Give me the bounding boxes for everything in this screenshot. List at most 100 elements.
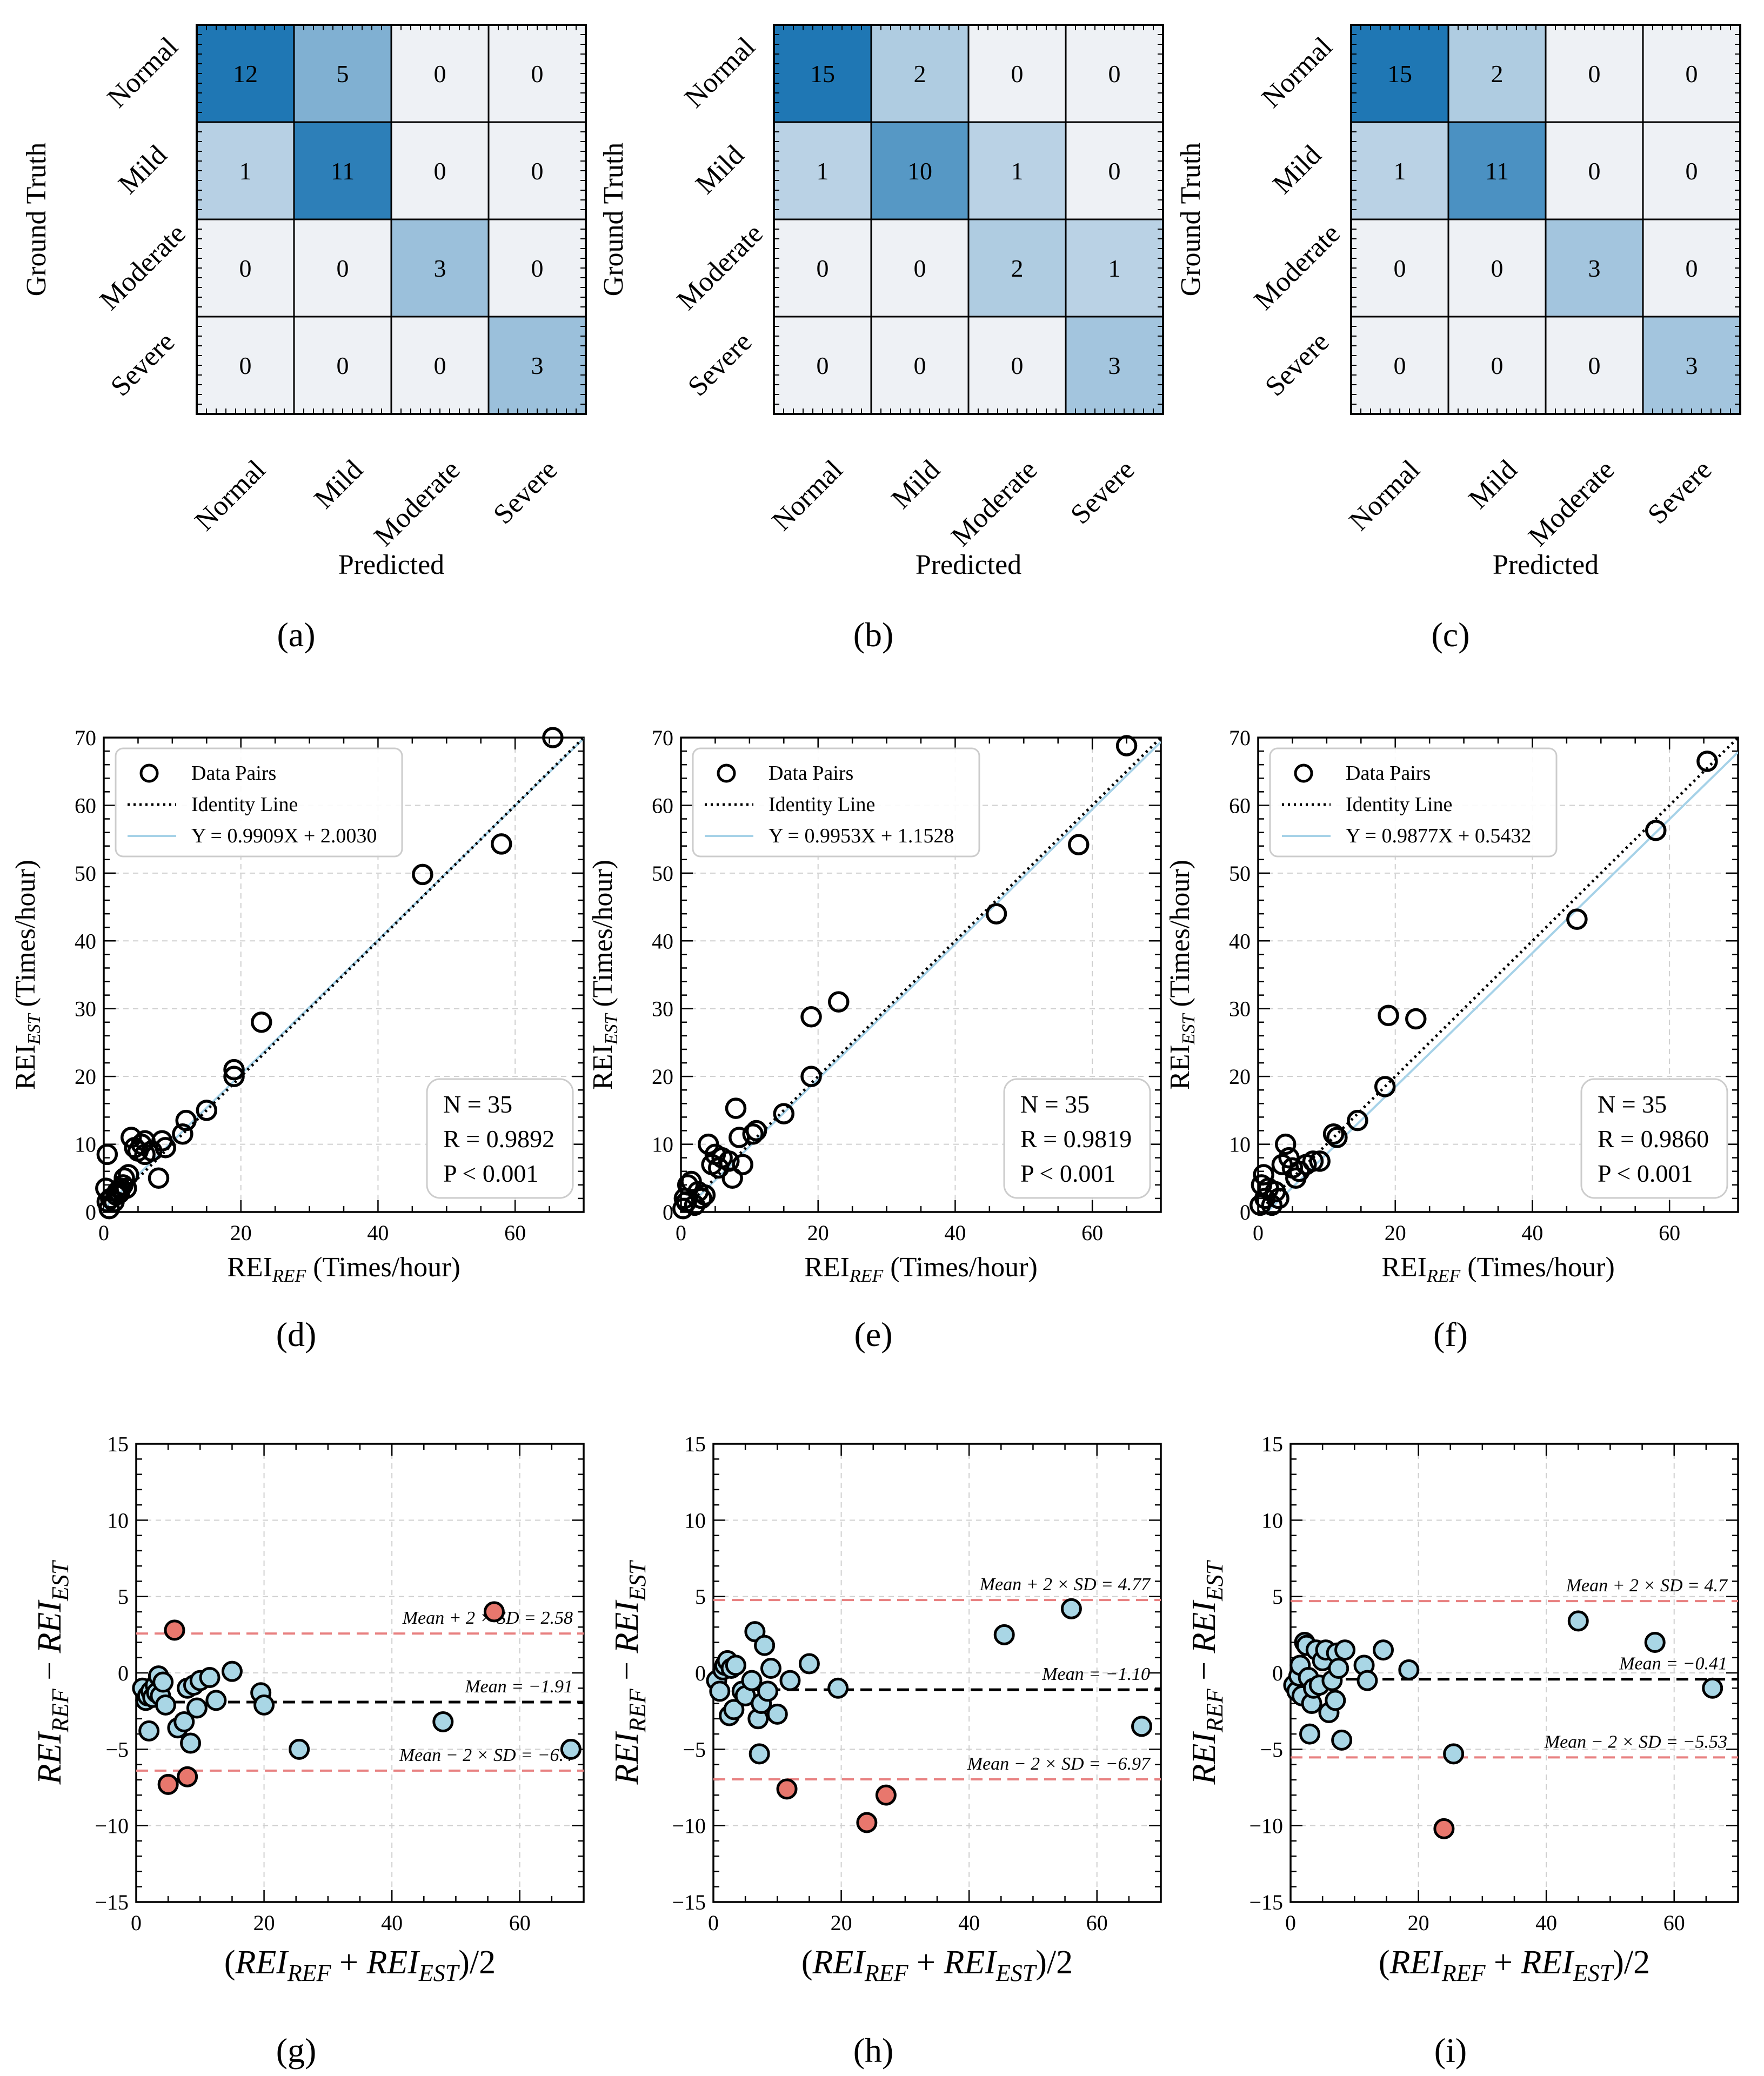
cm-cell-value: 5 <box>337 60 349 88</box>
data-point <box>223 1059 245 1081</box>
cm-col-label: Normal <box>766 454 849 537</box>
stats-text: N = 35 <box>1598 1090 1667 1118</box>
data-point <box>221 1660 243 1682</box>
data-point <box>1309 1150 1331 1172</box>
stats-text: P < 0.001 <box>1020 1160 1115 1187</box>
cm-cell <box>1545 121 1644 220</box>
cm-cell-value: 0 <box>337 352 349 379</box>
cm-cell-value: 0 <box>914 352 926 379</box>
data-point <box>175 1109 197 1131</box>
data-point <box>1373 1639 1394 1661</box>
x-tick-label: 60 <box>1081 1221 1103 1245</box>
upper-limit-label: Mean + 2 × SD = 4.7 <box>1566 1576 1728 1596</box>
panel-label: (g) <box>276 2031 317 2070</box>
cm-cell <box>487 218 587 318</box>
x-tick-label: 40 <box>381 1911 403 1935</box>
y-tick-label: 60 <box>652 793 673 818</box>
data-point <box>1068 834 1090 855</box>
y-tick-label: −5 <box>683 1737 706 1762</box>
confusion-matrix-b: 15 2 0 01 10 1 00 0 2 10 0 0 3NormalMildModerateSeve… <box>598 24 1164 580</box>
cm-cell-value: 1 <box>1011 157 1024 185</box>
cm-cell-value: 0 <box>1011 60 1024 88</box>
stats-text: R = 0.9819 <box>1020 1125 1132 1153</box>
cm-cell-value: 1 <box>1394 157 1406 185</box>
data-point <box>542 727 564 748</box>
cm-cell-value: 3 <box>1108 352 1121 379</box>
cm-cell-value: 0 <box>531 157 544 185</box>
cm-cell <box>773 24 872 123</box>
legend-box <box>1269 747 1558 858</box>
y-tick-label: 20 <box>652 1064 673 1089</box>
cm-cell-value: 0 <box>239 255 252 282</box>
y-tick-label: 10 <box>652 1133 673 1157</box>
legend-marker-points <box>717 764 736 783</box>
cm-cell-value: 0 <box>1394 255 1406 282</box>
y-tick-label: 20 <box>1229 1064 1251 1089</box>
y-tick-label: 0 <box>663 1200 673 1224</box>
cm-cell <box>1065 218 1164 318</box>
data-point <box>1288 1160 1310 1182</box>
cm-cell-value: 0 <box>434 60 446 88</box>
x-axis-label: (REIREF + REIEST)/2 <box>1379 1944 1650 1986</box>
y-tick-label: 10 <box>1261 1508 1283 1532</box>
y-tick-label: 40 <box>652 929 673 953</box>
panel-label: (e) <box>854 1315 892 1354</box>
cm-cell-value: 0 <box>1491 255 1504 282</box>
legend-label: Data Pairs <box>191 762 276 785</box>
cm-xlabel: Predicted <box>1493 550 1599 580</box>
stats-box <box>1580 1078 1728 1199</box>
cm-cell <box>1350 218 1449 318</box>
outlier-point <box>875 1784 897 1806</box>
cm-xlabel: Predicted <box>916 550 1021 580</box>
data-point <box>1644 1631 1666 1653</box>
panel-label: (b) <box>853 615 894 654</box>
data-point <box>1268 1188 1289 1209</box>
cm-xlabel: Predicted <box>338 550 444 580</box>
cm-cell <box>1065 316 1164 415</box>
data-point <box>691 1188 712 1209</box>
confusion-matrix-c: 15 2 0 01 11 0 00 0 3 00 0 0 3NormalMildModerateSeve… <box>1175 24 1741 580</box>
data-point <box>1374 1076 1396 1097</box>
data-point <box>155 1694 176 1716</box>
cm-row-label: Moderate <box>671 218 769 316</box>
legend-box <box>692 747 980 858</box>
legend-label: Data Pairs <box>769 762 853 785</box>
cm-cell <box>1545 218 1644 318</box>
x-tick-label: 0 <box>98 1221 109 1245</box>
cm-cell-value: 0 <box>531 60 544 88</box>
data-point <box>412 863 433 886</box>
y-tick-label: 20 <box>75 1064 96 1089</box>
x-tick-label: 40 <box>1535 1911 1557 1935</box>
y-tick-label: 15 <box>684 1432 706 1456</box>
x-axis-label: (REIREF + REIEST)/2 <box>224 1944 496 1986</box>
x-tick-label: 60 <box>509 1911 531 1935</box>
legend-label: Identity Line <box>769 793 875 816</box>
legend-label: Y = 0.9953X + 1.1528 <box>769 825 954 847</box>
cm-cell-value: 1 <box>1108 255 1121 282</box>
data-point <box>742 1123 764 1145</box>
cm-row-label: Severe <box>105 326 181 402</box>
cm-cell <box>1350 121 1449 220</box>
panel-label: (h) <box>853 2031 894 2070</box>
data-point <box>760 1658 781 1679</box>
plot-frame <box>103 736 585 1213</box>
data-point <box>432 1711 454 1732</box>
data-point <box>725 1655 746 1676</box>
data-point <box>155 1137 176 1158</box>
data-point <box>1261 1194 1283 1216</box>
x-tick-label: 40 <box>958 1911 980 1935</box>
data-point <box>1131 1716 1153 1737</box>
bland-altman-plot-i: 0 20 40 60 −15 −10 −5 0 5 10 15 Mean + 2 × SD = 4.7… <box>1186 1432 1739 1986</box>
x-tick-label: 20 <box>831 1911 852 1935</box>
x-tick-label: 20 <box>253 1911 275 1935</box>
plot-frame <box>135 1443 585 1903</box>
data-point <box>560 1738 582 1760</box>
cm-cell <box>870 218 970 318</box>
lower-limit-label: Mean − 2 × SD = −6.4 <box>399 1745 573 1765</box>
data-point <box>1302 1150 1324 1172</box>
cm-cell-value: 0 <box>1394 352 1406 379</box>
outlier-point <box>1433 1818 1455 1839</box>
cm-cell <box>1545 316 1644 415</box>
cm-ylabel: Ground Truth <box>598 143 629 297</box>
